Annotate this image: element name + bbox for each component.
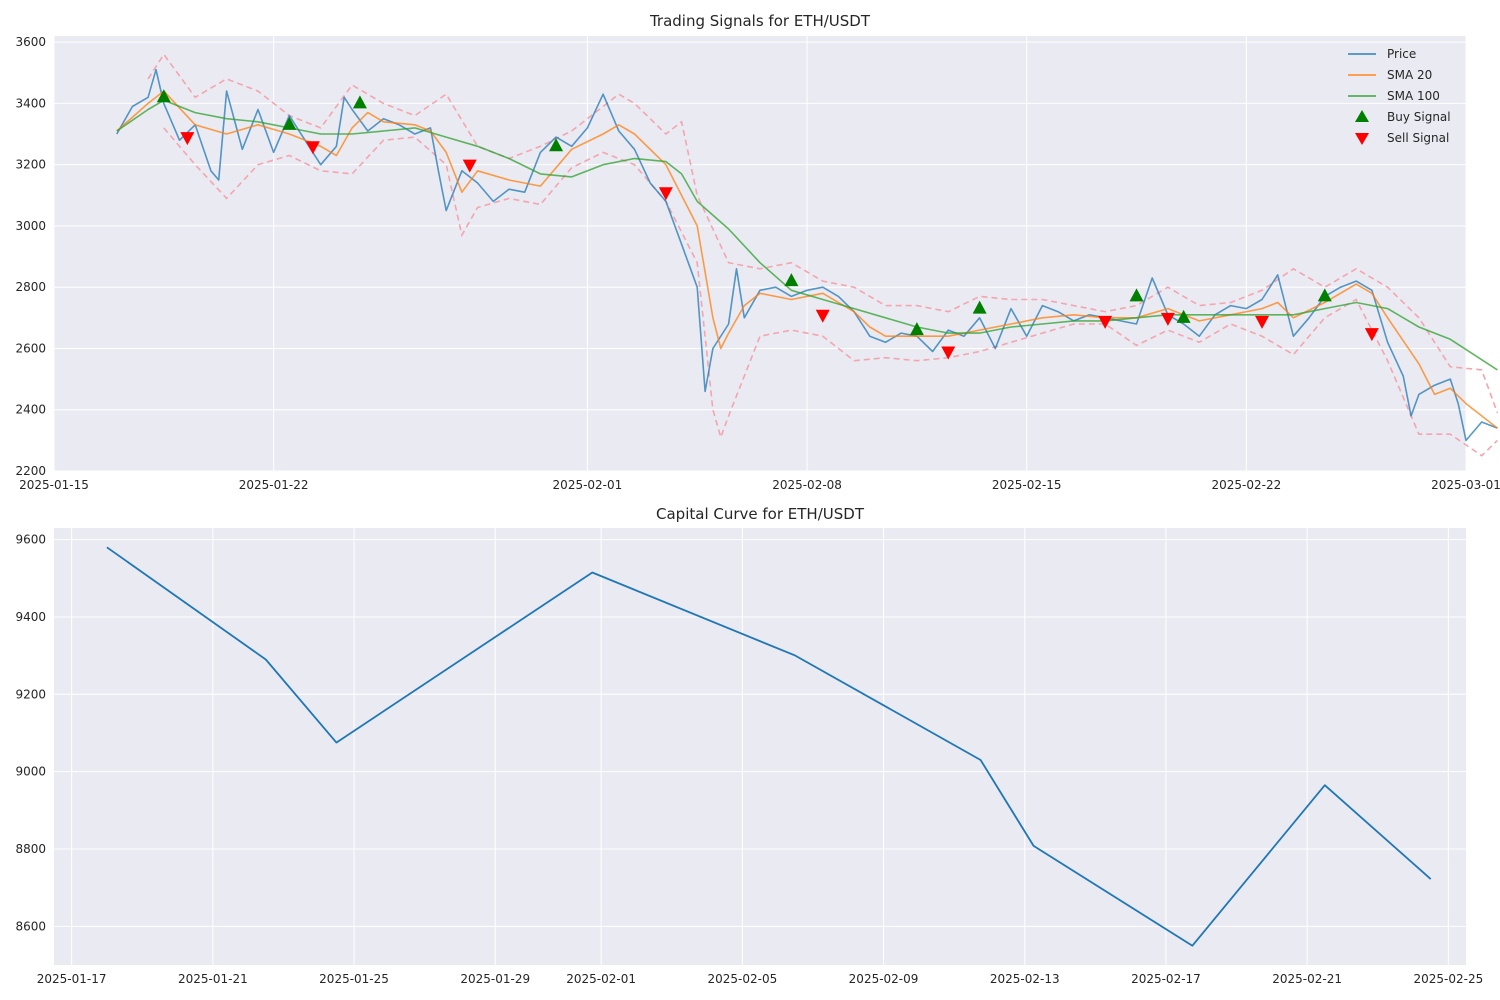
y-tick-label: 9400 xyxy=(15,610,46,624)
bollinger-bands xyxy=(147,52,1499,457)
y-tick-label: 3000 xyxy=(15,219,46,233)
y-tick-label: 3200 xyxy=(15,158,46,172)
y-tick-label: 2200 xyxy=(15,464,46,478)
legend-label: SMA 100 xyxy=(1387,89,1440,103)
sell-signal-marker xyxy=(1364,328,1379,342)
price-line xyxy=(116,68,1498,442)
sell-signal-marker xyxy=(305,141,320,155)
sell-signal-marker xyxy=(1255,315,1270,329)
buy-signal-marker xyxy=(784,273,799,287)
plot-area-trading-signals xyxy=(54,36,1466,471)
x-tick-label: 2025-02-17 xyxy=(1131,972,1201,986)
y-tick-label: 8800 xyxy=(15,842,46,856)
series-trading-signals xyxy=(116,68,1498,442)
x-tick-label: 2025-02-05 xyxy=(707,972,777,986)
sell-signal-marker xyxy=(462,159,477,173)
chart-title-trading-signals: Trading Signals for ETH/USDT xyxy=(649,12,871,30)
y-tick-label: 9000 xyxy=(15,765,46,779)
x-tick-label: 2025-02-08 xyxy=(772,478,842,492)
x-tick-label: 2025-01-21 xyxy=(178,972,248,986)
x-tick-label: 2025-02-13 xyxy=(990,972,1060,986)
series-capital-curve xyxy=(106,546,1432,947)
plot-area-capital-curve xyxy=(54,528,1466,965)
y-tick-label: 9200 xyxy=(15,687,46,701)
x-tick-label: 2025-02-25 xyxy=(1413,972,1483,986)
legend-swatch xyxy=(1355,133,1369,145)
legend-label: Sell Signal xyxy=(1387,131,1449,145)
signal-markers xyxy=(156,89,1379,360)
buy-signal-marker xyxy=(549,138,564,152)
x-tick-label: 2025-02-22 xyxy=(1211,478,1281,492)
sell-signal-marker xyxy=(1098,315,1113,329)
buy-signal-marker xyxy=(1317,288,1332,302)
y-ticks-capital-curve: 8600 8800 9000 9200 9400 9600 xyxy=(15,533,46,934)
legend-label: Buy Signal xyxy=(1387,110,1451,124)
legend-label: SMA 20 xyxy=(1387,68,1432,82)
sma-100-line xyxy=(116,99,1498,371)
x-tick-label: 2025-02-21 xyxy=(1272,972,1342,986)
x-tick-label: 2025-02-01 xyxy=(553,478,623,492)
capital-curve-chart: 2025-01-17 2025-01-21 2025-01-25 2025-01-29… xyxy=(15,505,1483,986)
y-tick-label: 2600 xyxy=(15,341,46,355)
x-tick-label: 2025-02-01 xyxy=(566,972,636,986)
grid-capital-curve xyxy=(54,528,1466,965)
sell-signal-marker xyxy=(1160,312,1175,326)
grid-trading-signals xyxy=(53,36,1467,472)
buy-signal-marker xyxy=(1129,288,1144,302)
legend: Price SMA 20 SMA 100 Buy Signal Sell Signal xyxy=(1348,47,1451,145)
buy-signal-marker xyxy=(352,95,367,109)
y-tick-label: 3400 xyxy=(15,96,46,110)
x-ticks-capital-curve: 2025-01-17 2025-01-21 2025-01-25 2025-01-29… xyxy=(37,972,1483,986)
y-ticks-trading-signals: 2200 2400 2600 2800 3000 3200 3400 3600 xyxy=(15,35,46,478)
sell-signal-marker xyxy=(180,132,195,146)
y-tick-label: 9600 xyxy=(15,533,46,547)
sma-20-line xyxy=(116,90,1498,429)
x-tick-label: 2025-01-15 xyxy=(19,478,89,492)
sell-signal-marker xyxy=(941,346,956,360)
x-tick-label: 2025-01-17 xyxy=(37,972,107,986)
buy-signal-marker xyxy=(156,89,171,103)
x-tick-label: 2025-01-25 xyxy=(319,972,389,986)
upper-band-line xyxy=(147,52,1499,414)
x-tick-label: 2025-02-09 xyxy=(849,972,919,986)
buy-signal-marker xyxy=(282,116,297,130)
y-tick-label: 2400 xyxy=(15,403,46,417)
legend-label: Price xyxy=(1387,47,1416,61)
y-tick-label: 3600 xyxy=(15,35,46,49)
legend-swatch xyxy=(1355,110,1369,122)
x-tick-label: 2025-03-01 xyxy=(1431,478,1500,492)
trading-signals-chart: 2025-01-15 2025-01-22 2025-02-01 2025-02-08… xyxy=(15,12,1500,492)
buy-signal-marker xyxy=(909,322,924,336)
buy-signal-marker xyxy=(1176,309,1191,323)
sell-signal-marker xyxy=(815,309,830,323)
chart-title-capital-curve: Capital Curve for ETH/USDT xyxy=(656,505,865,523)
x-ticks-trading-signals: 2025-01-15 2025-01-22 2025-02-01 2025-02-08… xyxy=(19,478,1500,492)
x-tick-label: 2025-01-29 xyxy=(460,972,530,986)
buy-signal-marker xyxy=(972,300,987,314)
y-tick-label: 2800 xyxy=(15,280,46,294)
lower-band-line xyxy=(163,127,1498,457)
x-tick-label: 2025-02-15 xyxy=(992,478,1062,492)
sell-signal-marker xyxy=(658,187,673,201)
y-tick-label: 8600 xyxy=(15,919,46,933)
capital-curve-line xyxy=(106,546,1432,947)
x-tick-label: 2025-01-22 xyxy=(239,478,309,492)
